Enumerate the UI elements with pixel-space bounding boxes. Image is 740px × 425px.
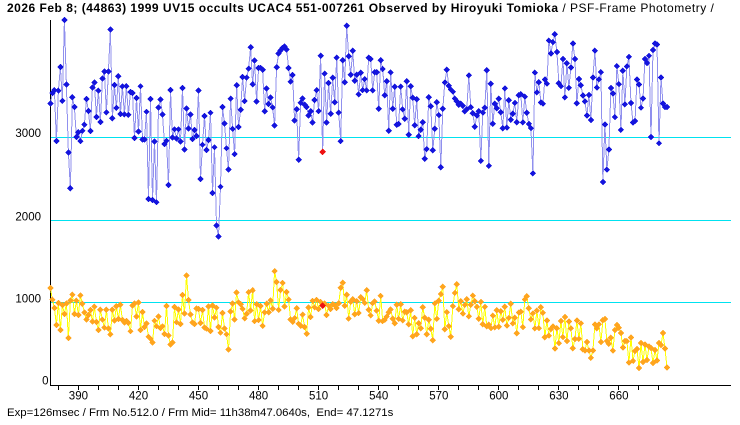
svg-text:600: 600 <box>489 391 508 403</box>
svg-text:540: 540 <box>369 391 388 403</box>
svg-text:3000: 3000 <box>15 128 41 140</box>
svg-text:390: 390 <box>69 391 88 403</box>
svg-text:660: 660 <box>609 391 628 403</box>
svg-text:450: 450 <box>189 391 208 403</box>
svg-text:1000: 1000 <box>15 293 41 305</box>
svg-text:420: 420 <box>129 391 148 403</box>
svg-text:2000: 2000 <box>15 211 41 223</box>
svg-text:570: 570 <box>429 391 448 403</box>
svg-text:630: 630 <box>549 391 568 403</box>
svg-text:0: 0 <box>42 376 48 388</box>
svg-text:510: 510 <box>309 391 328 403</box>
svg-text:480: 480 <box>249 391 268 403</box>
